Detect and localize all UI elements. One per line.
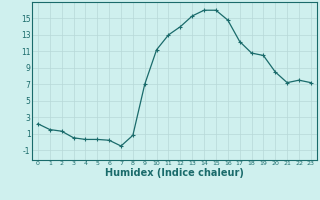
X-axis label: Humidex (Indice chaleur): Humidex (Indice chaleur) <box>105 168 244 178</box>
